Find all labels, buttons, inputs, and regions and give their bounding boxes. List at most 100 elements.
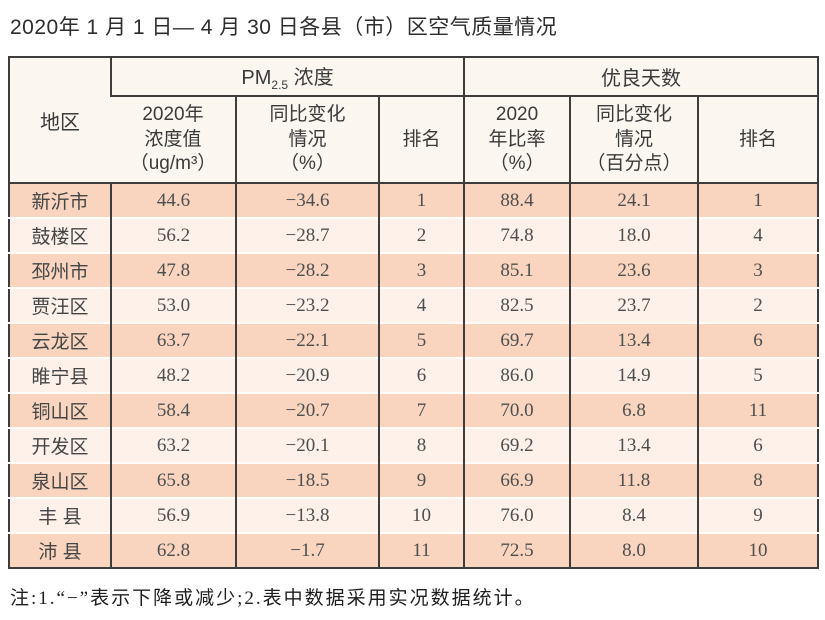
header-line: 情况 xyxy=(615,128,654,150)
pm-rank-cell: 11 xyxy=(377,532,465,569)
good-change-cell: 8.4 xyxy=(569,497,699,534)
pm-value-column-header: 2020年 浓度值 （ug/m³） xyxy=(111,96,236,185)
table-row: 沛 县 62.8 −1.7 11 72.5 8.0 10 xyxy=(9,532,819,569)
good-rate-cell: 86.0 xyxy=(463,357,571,394)
pm-rank-cell: 6 xyxy=(377,357,465,394)
pm-value-cell: 53.0 xyxy=(110,287,236,324)
pm25-group-header: PM2.5 浓度 xyxy=(109,57,465,98)
good-change-cell: 13.4 xyxy=(569,427,699,464)
header-line: （%） xyxy=(280,152,335,174)
pm-value-cell: 62.8 xyxy=(110,532,236,569)
pm-change-cell: −23.2 xyxy=(235,287,379,324)
good-rate-cell: 82.5 xyxy=(463,287,571,324)
pm-value-cell: 63.2 xyxy=(110,427,236,464)
pm-rank-cell: 4 xyxy=(377,287,465,324)
table-header: 地区 PM2.5 浓度 优良天数 2020年 浓度值 （ug/m³） 同比变化 … xyxy=(9,57,819,185)
header-line: （百分点） xyxy=(586,152,682,174)
table-row: 开发区 63.2 −20.1 8 69.2 13.4 6 xyxy=(9,427,819,464)
good-rate-cell: 88.4 xyxy=(463,183,571,219)
table-row: 云龙区 63.7 −22.1 5 69.7 13.4 6 xyxy=(9,322,819,359)
good-change-cell: 23.6 xyxy=(569,252,699,289)
pm25-label-prefix: PM xyxy=(241,67,272,90)
page-title: 2020年 1 月 1 日— 4 月 30 日各县（市）区空气质量情况 xyxy=(10,16,558,39)
good-rank-cell: 11 xyxy=(697,392,819,429)
good-change-cell: 8.0 xyxy=(569,532,699,569)
good-change-cell: 6.8 xyxy=(569,392,699,429)
good-rate-cell: 70.0 xyxy=(463,392,571,429)
air-quality-table: 地区 PM2.5 浓度 优良天数 2020年 浓度值 （ug/m³） 同比变化 … xyxy=(8,56,820,570)
pm-rank-cell: 8 xyxy=(377,427,465,464)
pm-rank-cell: 5 xyxy=(377,322,465,359)
header-line: 排名 xyxy=(402,128,441,150)
pm-value-cell: 47.8 xyxy=(110,252,236,289)
pm-change-cell: −28.2 xyxy=(235,252,379,289)
region-cell: 新沂市 xyxy=(31,192,89,214)
table-body: 新沂市 44.6 −34.6 1 88.4 24.1 1 鼓楼区 56.2 −2… xyxy=(9,183,819,569)
good-rank-cell: 9 xyxy=(697,497,819,534)
good-rank-cell: 2 xyxy=(697,287,819,324)
region-cell: 云龙区 xyxy=(9,322,111,359)
good-change-cell: 24.1 xyxy=(569,183,699,219)
pm-change-cell: −28.7 xyxy=(235,217,379,254)
table-row: 鼓楼区 56.2 −28.7 2 74.8 18.0 4 xyxy=(9,217,819,254)
good-rate-cell: 66.9 xyxy=(463,462,571,499)
region-cell: 沛 县 xyxy=(9,532,111,569)
pm25-subscript: 2.5 xyxy=(271,78,289,93)
good-change-cell: 23.7 xyxy=(569,287,699,324)
pm-value-cell: 58.4 xyxy=(110,392,236,429)
header-line: 2020 xyxy=(495,104,539,126)
good-rate-cell: 76.0 xyxy=(463,497,571,534)
good-change-cell: 11.8 xyxy=(569,462,699,499)
pm-value-cell: 56.9 xyxy=(110,497,236,534)
pm-value-cell: 56.2 xyxy=(110,217,236,254)
region-cell: 邳州市 xyxy=(9,252,111,289)
good-rate-cell: 85.1 xyxy=(463,252,571,289)
header-line: 情况 xyxy=(288,128,327,150)
pm-change-cell: −20.9 xyxy=(235,357,379,394)
pm-change-column-header: 同比变化 情况 （%） xyxy=(235,96,379,185)
region-cell: 贾汪区 xyxy=(9,287,111,324)
region-cell: 睢宁县 xyxy=(9,357,111,394)
table-row: 贾汪区 53.0 −23.2 4 82.5 23.7 2 xyxy=(9,287,819,324)
table-row: 睢宁县 48.2 −20.9 6 86.0 14.9 5 xyxy=(9,357,819,394)
header-line: 同比变化 xyxy=(596,104,673,126)
pm-rank-column-header: 排名 xyxy=(377,96,465,185)
region-cell: 泉山区 xyxy=(9,462,111,499)
pm-value-cell: 63.7 xyxy=(110,322,236,359)
header-line: 排名 xyxy=(739,128,778,150)
pm-rank-cell: 10 xyxy=(377,497,465,534)
good-rank-cell: 1 xyxy=(697,183,819,219)
pm-rank-cell: 3 xyxy=(377,252,465,289)
pm-change-cell: −22.1 xyxy=(235,322,379,359)
region-cell: 铜山区 xyxy=(9,392,111,429)
pm-change-cell: −1.7 xyxy=(235,532,379,569)
header-sub-row: 2020年 浓度值 （ug/m³） 同比变化 情况 （%） 排名 2020 年比… xyxy=(9,96,819,185)
good-change-column-header: 同比变化 情况 （百分点） xyxy=(569,96,699,185)
pm-value-cell: 44.6 xyxy=(110,183,236,219)
header-line: 同比变化 xyxy=(269,104,346,126)
pm-rank-cell: 7 xyxy=(377,392,465,429)
pm-rank-cell: 1 xyxy=(377,183,465,219)
good-days-group-header: 优良天数 xyxy=(463,57,819,98)
pm-change-cell: −20.7 xyxy=(235,392,379,429)
pm-rank-cell: 2 xyxy=(377,217,465,254)
header-line: （%） xyxy=(489,152,545,174)
good-change-cell: 18.0 xyxy=(569,217,699,254)
pm-change-cell: −20.1 xyxy=(235,427,379,464)
pm-value-cell: 48.2 xyxy=(110,357,236,394)
good-change-cell: 13.4 xyxy=(569,322,699,359)
header-line: 2020年 xyxy=(142,104,204,126)
good-rate-cell: 74.8 xyxy=(463,217,571,254)
table-row: 邳州市 47.8 −28.2 3 85.1 23.6 3 xyxy=(9,252,819,289)
pm25-label-suffix: 浓度 xyxy=(288,67,334,90)
good-rank-cell: 6 xyxy=(697,322,819,359)
footnote: 注:1.“−”表示下降或减少;2.表中数据采用实况数据统计。 xyxy=(10,588,536,610)
pm-change-cell: −13.8 xyxy=(235,497,379,534)
good-rank-cell: 3 xyxy=(697,252,819,289)
header-line: 浓度值 xyxy=(144,128,202,150)
table-row: 泉山区 65.8 −18.5 9 66.9 11.8 8 xyxy=(9,462,819,499)
good-rank-cell: 5 xyxy=(697,357,819,394)
pm-change-cell: −18.5 xyxy=(235,462,379,499)
region-cell: 鼓楼区 xyxy=(9,217,111,254)
